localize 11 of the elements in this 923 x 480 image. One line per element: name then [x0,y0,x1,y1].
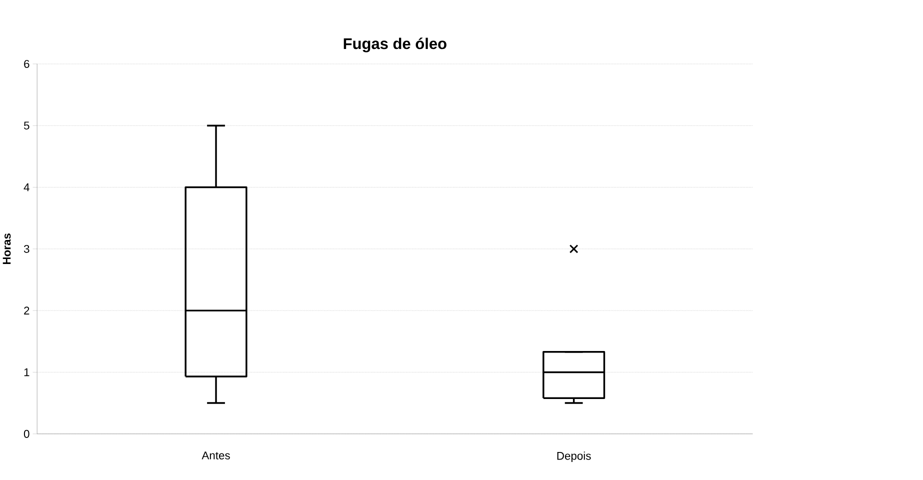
x-tick-label: Antes [202,452,230,460]
y-axis-title: Horas [2,234,11,264]
chart-title: Fugas de óleo [344,38,446,52]
x-tick-label: Depois [557,452,591,462]
y-tick-label: 4 [24,184,30,192]
y-tick-label: 1 [24,368,30,376]
y-tick-label: 2 [24,306,30,315]
y-tick-label: 5 [24,122,30,130]
y-tick-label: 3 [24,245,30,254]
y-tick-label: 0 [24,430,30,438]
y-tick-label: 6 [24,60,30,68]
